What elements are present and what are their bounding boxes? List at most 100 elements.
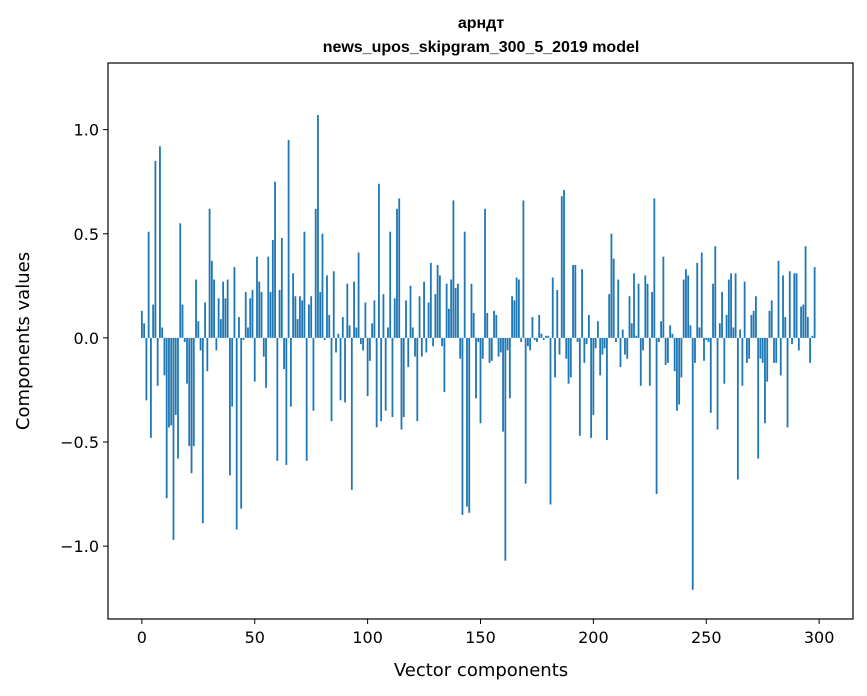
bar-component-259 — [725, 314, 728, 338]
bar-component-73 — [305, 337, 308, 461]
bar-component-108 — [384, 337, 387, 411]
bar-component-31 — [210, 260, 213, 338]
bar-component-179 — [545, 335, 547, 338]
bar-component-235 — [671, 333, 674, 338]
bar-component-95 — [355, 327, 358, 338]
y-tick-label: −0.5 — [60, 433, 99, 452]
bar-component-220 — [637, 283, 640, 338]
bar-component-89 — [341, 317, 344, 338]
bar-component-69 — [296, 319, 299, 338]
bar-component-64 — [285, 337, 288, 465]
bar-component-10 — [163, 337, 166, 376]
bar-component-292 — [800, 306, 802, 338]
bar-component-154 — [488, 337, 491, 363]
bar-component-98 — [362, 337, 365, 351]
bar-component-172 — [529, 337, 532, 351]
bar-component-204 — [601, 337, 604, 355]
bar-component-171 — [527, 337, 529, 347]
bar-component-243 — [689, 325, 692, 338]
bar-component-12 — [168, 337, 170, 428]
bar-component-246 — [696, 262, 699, 338]
bar-component-79 — [319, 292, 322, 338]
bar-component-296 — [809, 337, 812, 363]
bar-component-37 — [224, 298, 227, 338]
bar-component-295 — [806, 317, 809, 338]
bar-component-155 — [490, 337, 493, 361]
bar-component-57 — [269, 292, 272, 338]
bar-component-129 — [432, 337, 434, 347]
bar-component-160 — [502, 337, 504, 432]
bar-component-189 — [567, 337, 570, 384]
bar-component-236 — [673, 337, 676, 372]
bar-component-103 — [373, 300, 376, 338]
bar-component-264 — [736, 337, 739, 480]
bar-component-289 — [793, 273, 796, 338]
bar-component-28 — [204, 302, 206, 338]
bar-component-225 — [648, 337, 651, 386]
bar-component-151 — [481, 337, 484, 359]
bar-component-253 — [712, 283, 714, 338]
bar-component-1 — [143, 323, 146, 338]
bar-component-288 — [791, 337, 793, 345]
bar-component-21 — [188, 337, 191, 447]
bar-component-226 — [651, 292, 653, 338]
bar-component-2 — [145, 337, 148, 401]
bar-component-133 — [441, 337, 444, 347]
bar-component-16 — [177, 337, 179, 459]
bar-component-40 — [231, 337, 234, 407]
x-tick-label: 300 — [804, 628, 835, 647]
bar-component-273 — [757, 337, 760, 459]
bar-component-58 — [271, 240, 274, 338]
bar-component-118 — [407, 337, 410, 368]
bar-component-282 — [777, 260, 780, 338]
bar-component-211 — [617, 279, 620, 338]
bar-component-261 — [730, 273, 732, 338]
bar-component-278 — [768, 310, 771, 338]
bar-component-170 — [524, 337, 527, 484]
y-tick-label: 0.0 — [74, 329, 99, 348]
bar-component-92 — [348, 325, 351, 338]
y-tick-label: 0.5 — [74, 225, 99, 244]
bar-component-97 — [359, 337, 362, 345]
bar-component-83 — [328, 314, 331, 338]
bar-component-148 — [475, 337, 477, 399]
bar-component-250 — [705, 337, 708, 340]
bar-component-297 — [811, 335, 814, 338]
bar-component-164 — [511, 296, 514, 338]
bar-component-20 — [186, 337, 188, 384]
bar-component-168 — [520, 337, 523, 343]
bar-component-275 — [761, 337, 764, 363]
bar-component-87 — [337, 333, 340, 338]
x-tick-label: 100 — [352, 628, 383, 647]
bar-component-114 — [398, 198, 401, 338]
bar-component-199 — [590, 337, 593, 438]
bar-component-184 — [556, 289, 559, 338]
bar-component-5 — [152, 304, 155, 338]
bar-component-33 — [215, 337, 218, 351]
bar-component-175 — [536, 337, 538, 343]
bar-component-232 — [664, 337, 667, 365]
bar-component-284 — [782, 275, 784, 338]
bar-component-294 — [804, 246, 807, 338]
bar-component-216 — [628, 296, 631, 338]
bar-component-205 — [603, 337, 606, 349]
bar-component-212 — [619, 337, 622, 368]
bar-component-263 — [734, 273, 737, 338]
bar-component-44 — [240, 337, 243, 509]
bar-component-180 — [547, 335, 550, 338]
bar-component-187 — [563, 190, 565, 338]
bar-component-286 — [786, 337, 789, 428]
bar-component-279 — [770, 300, 773, 338]
bar-component-123 — [418, 296, 421, 338]
bar-component-24 — [195, 279, 197, 338]
bar-component-55 — [265, 337, 267, 388]
bar-component-254 — [714, 246, 717, 338]
bar-component-206 — [606, 337, 608, 440]
bar-component-152 — [484, 208, 486, 338]
bar-component-7 — [156, 337, 159, 386]
bar-component-238 — [678, 337, 681, 405]
bar-component-6 — [154, 160, 157, 338]
bar-component-224 — [646, 283, 649, 338]
bar-component-67 — [292, 273, 295, 338]
bar-component-245 — [694, 337, 696, 363]
